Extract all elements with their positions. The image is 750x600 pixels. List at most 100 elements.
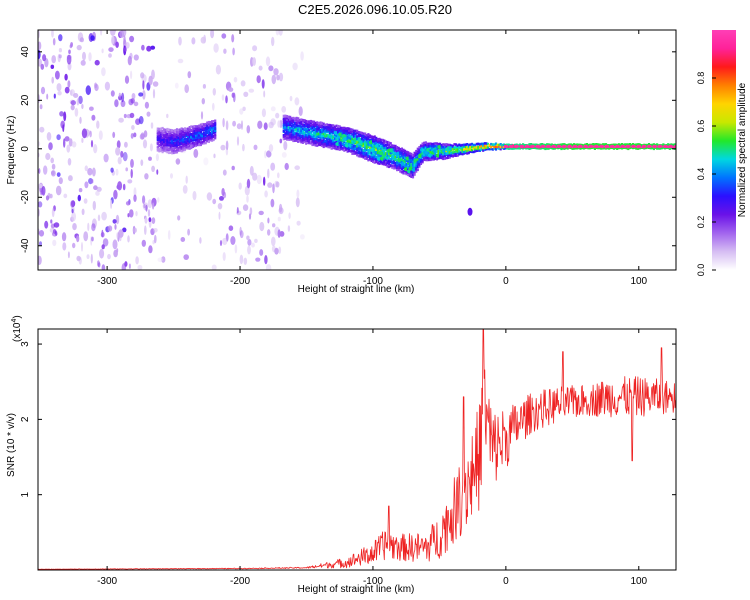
heatmap-signal-cell: [550, 146, 553, 150]
heatmap-signal-cell: [161, 146, 164, 149]
heatmap-signal-cell: [340, 130, 343, 133]
heatmap-signal-cell: [400, 164, 403, 168]
heatmap-signal-cell: [372, 145, 375, 148]
heatmap-signal-cell: [416, 150, 419, 153]
heatmap-noise-cell: [150, 122, 154, 129]
heatmap-signal-cell: [488, 147, 491, 151]
heatmap-noise-cell: [247, 239, 252, 246]
heatmap-signal-cell: [300, 118, 303, 121]
heatmap-noise-cell: [70, 42, 73, 48]
heatmap-signal-cell: [349, 141, 352, 144]
heatmap-signal-cell: [322, 122, 325, 126]
heatmap-signal-cell: [340, 136, 343, 139]
heatmap-signal-cell: [356, 129, 359, 133]
heatmap-signal-cell: [445, 152, 448, 155]
heatmap-signal-cell: [367, 135, 370, 139]
heatmap-signal-cell: [415, 156, 418, 160]
heatmap-signal-cell: [396, 150, 399, 153]
heatmap-signal-cell: [285, 138, 289, 141]
heatmap-signal-cell: [207, 137, 210, 141]
heatmap-noise-cell: [114, 99, 119, 108]
heatmap-noise-cell: [295, 197, 300, 208]
heatmap-signal-cell: [175, 140, 179, 144]
heatmap-signal-cell: [327, 130, 330, 134]
heatmap-signal-cell: [164, 138, 167, 142]
heatmap-signal-cell: [193, 137, 196, 140]
heatmap-signal-cell: [362, 140, 365, 143]
heatmap-signal-cell: [375, 157, 378, 160]
heatmap-signal-cell: [547, 147, 550, 150]
heatmap-signal-cell: [298, 118, 301, 122]
heatmap-signal-cell: [427, 150, 431, 154]
heatmap-signal-cell: [314, 133, 317, 137]
heatmap-noise-cell: [96, 120, 100, 129]
spectrogram-xtick-label: -100: [363, 276, 383, 287]
heatmap-signal-cell: [195, 131, 198, 135]
heatmap-signal-cell: [158, 130, 161, 134]
heatmap-signal-cell: [214, 126, 217, 129]
heatmap-signal-cell: [306, 127, 309, 130]
heatmap-noise-cell: [258, 65, 263, 71]
heatmap-signal-cell: [660, 146, 663, 150]
heatmap-signal-cell: [368, 134, 372, 137]
heatmap-signal-cell: [301, 123, 305, 126]
heatmap-signal-cell: [300, 125, 303, 128]
colorbar-ticks: 0.00.20.40.60.8: [696, 72, 716, 276]
heatmap-signal-cell: [566, 147, 569, 150]
heatmap-signal-cell: [407, 153, 410, 156]
heatmap-signal-cell: [370, 156, 373, 160]
heatmap-signal-cell: [400, 154, 403, 157]
heatmap-signal-cell: [158, 143, 161, 147]
heatmap-signal-cell: [467, 147, 470, 151]
heatmap-signal-cell: [185, 127, 188, 131]
heatmap-signal-cell: [174, 135, 177, 139]
heatmap-signal-cell: [290, 119, 293, 122]
heatmap-signal-cell: [576, 146, 579, 150]
heatmap-noise-cell: [141, 44, 145, 51]
heatmap-signal-cell: [402, 155, 405, 158]
heatmap-signal-cell: [158, 136, 161, 140]
heatmap-signal-cell: [198, 128, 201, 131]
heatmap-signal-cell: [174, 141, 177, 145]
heatmap-noise-cell: [101, 264, 106, 270]
heatmap-signal-cell: [410, 163, 413, 166]
heatmap-signal-cell: [370, 138, 373, 142]
heatmap-signal-cell: [300, 138, 303, 142]
heatmap-signal-cell: [434, 147, 437, 150]
heatmap-noise-cell: [129, 52, 133, 60]
heatmap-signal-cell: [313, 123, 316, 126]
heatmap-noise-cell: [261, 79, 265, 89]
heatmap-noise-cell: [284, 162, 289, 171]
heatmap-signal-cell: [214, 123, 217, 127]
heatmap-noise-cell: [139, 133, 145, 140]
heatmap-signal-cell: [405, 154, 408, 157]
heatmap-signal-cell: [303, 138, 306, 142]
heatmap-signal-cell: [375, 155, 378, 159]
heatmap-signal-cell: [376, 151, 379, 155]
heatmap-signal-cell: [171, 141, 174, 145]
heatmap-signal-cell: [365, 140, 368, 143]
heatmap-signal-cell: [332, 124, 335, 127]
heatmap-signal-cell: [396, 154, 399, 157]
heatmap-signal-cell: [324, 129, 327, 133]
heatmap-signal-cell: [324, 127, 327, 130]
heatmap-signal-cell: [171, 145, 174, 148]
heatmap-signal-cell: [466, 152, 469, 155]
heatmap-signal-cell: [319, 138, 322, 142]
heatmap-signal-cell: [635, 143, 638, 146]
heatmap-signal-cell: [188, 141, 191, 145]
heatmap-signal-cell: [384, 146, 387, 150]
heatmap-signal-cell: [169, 142, 172, 146]
heatmap-noise-cell: [152, 88, 156, 99]
heatmap-noise-cell: [142, 90, 146, 100]
heatmap-signal-cell: [289, 123, 292, 127]
heatmap-signal-cell: [292, 137, 295, 140]
heatmap-signal-cell: [351, 149, 354, 153]
heatmap-signal-cell: [159, 147, 163, 151]
heatmap-signal-cell: [203, 131, 206, 135]
heatmap-signal-cell: [164, 145, 167, 149]
heatmap-signal-cell: [207, 126, 210, 129]
heatmap-signal-cell: [161, 148, 164, 151]
heatmap-signal-cell: [394, 155, 397, 159]
heatmap-signal-cell: [319, 140, 322, 143]
